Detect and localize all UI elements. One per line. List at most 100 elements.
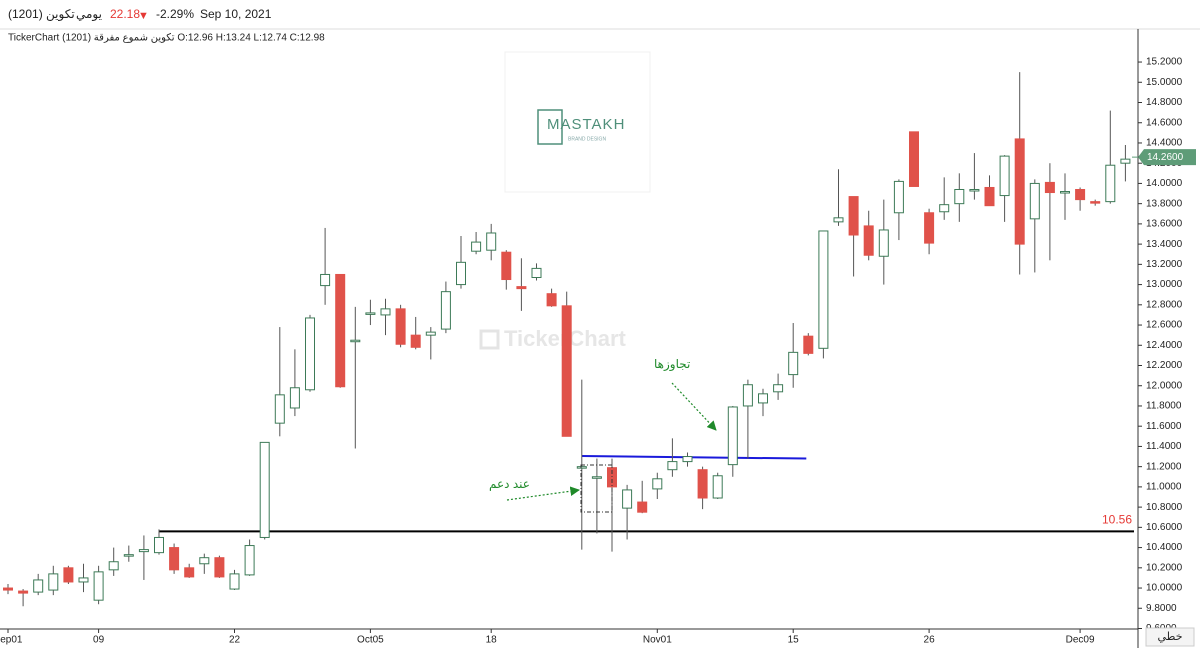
candle-body (259, 441, 270, 538)
y-tick-label: 10.2000 (1146, 562, 1183, 573)
chart-style-label[interactable]: خطي (1158, 631, 1183, 643)
y-tick-label: 11.8000 (1146, 401, 1182, 412)
candle-body (1090, 201, 1101, 204)
x-tick-label: Oct05 (357, 635, 384, 646)
y-tick-label: 13.4000 (1146, 239, 1183, 250)
price: 22.18 (110, 7, 140, 21)
candle-body (667, 461, 678, 471)
candle-body (154, 536, 164, 554)
candle-body (1029, 182, 1040, 220)
candle-body (501, 251, 512, 281)
candle-body (320, 273, 331, 287)
candle-body (939, 204, 950, 213)
x-tick-label: 15 (788, 635, 800, 646)
date: Sep 10, 2021 (200, 7, 272, 21)
x-tick-label: Sep01 (0, 635, 23, 646)
y-tick-label: 12.2000 (1146, 360, 1183, 371)
candle-body (1120, 158, 1131, 164)
candle-body (138, 549, 149, 553)
header-bar (0, 0, 1200, 29)
candle-body (48, 573, 59, 591)
x-tick-label: 09 (93, 635, 105, 646)
highlight-box (580, 464, 613, 513)
y-tick-label: 14.4000 (1146, 138, 1183, 149)
candle-body (803, 335, 814, 354)
y-tick-label: 10.6000 (1146, 522, 1183, 533)
y-tick-label: 12.6000 (1146, 320, 1183, 331)
candle-body (848, 196, 859, 236)
candle-body (561, 305, 572, 437)
support-arrow (506, 486, 580, 501)
x-tick-label: Dec09 (1066, 635, 1095, 646)
y-tick-label: 15.0000 (1146, 77, 1183, 88)
candle-body (274, 394, 285, 424)
candle-body (350, 339, 361, 343)
candle-body (773, 384, 784, 393)
candle-body (758, 393, 768, 404)
candle-body (712, 475, 723, 499)
candle-body (999, 155, 1010, 197)
y-tick-label: 10.8000 (1146, 502, 1183, 513)
y-tick-label: 13.2000 (1146, 259, 1183, 270)
y-tick-label: 12.0000 (1146, 380, 1183, 391)
y-tick-label: 14.8000 (1146, 97, 1183, 108)
candle-body (229, 573, 240, 590)
resistance-line (581, 455, 807, 460)
y-tick-label: 15.2000 (1146, 57, 1183, 68)
candle-body (108, 561, 119, 571)
y-tick-label: 13.0000 (1146, 279, 1183, 290)
x-tick-label: 18 (486, 635, 498, 646)
candle-body (969, 188, 980, 192)
candle-body (878, 229, 889, 257)
candle-body (924, 212, 935, 244)
watermark-icon (479, 329, 500, 350)
ohlc-legend: TickerChart تكوين شموع مفرقة (1201) O:12… (8, 33, 325, 44)
y-tick-label: 13.8000 (1146, 198, 1183, 209)
y-tick-label: 12.8000 (1146, 299, 1183, 310)
candle-body (335, 273, 346, 388)
candle-body (471, 241, 482, 252)
break-arrow (671, 382, 717, 431)
candle-body (697, 469, 708, 499)
candle-body (652, 478, 663, 490)
y-tick-label: 10.4000 (1146, 542, 1183, 553)
candle-body (440, 291, 451, 330)
candle-body (410, 334, 421, 348)
candle-body (1060, 191, 1070, 194)
candle-body (78, 577, 89, 583)
y-tick-label: 12.4000 (1146, 340, 1183, 351)
candle-body (63, 567, 74, 583)
candle-body (305, 317, 315, 391)
candle-body (1105, 164, 1116, 203)
change: -2.29% (156, 7, 194, 21)
logo-box (504, 51, 651, 193)
candle-body (742, 384, 753, 407)
candle-body (984, 186, 995, 207)
candle-body (395, 308, 406, 345)
support-label: 10.56 (1102, 513, 1132, 527)
x-tick-label: Nov01 (643, 635, 672, 646)
y-tick-label: 11.6000 (1146, 421, 1182, 432)
y-tick-label: 11.2000 (1146, 461, 1182, 472)
symbol: (1201) تكوين (8, 7, 75, 22)
candle-body (169, 547, 180, 571)
chart-style-button[interactable] (1145, 627, 1195, 647)
candle-body (33, 579, 44, 593)
candle-body (833, 217, 844, 223)
candle-body (516, 286, 527, 290)
y-tick-label: 9.8000 (1146, 603, 1177, 614)
candle-body (531, 267, 542, 279)
logo-subtext: BRAND DESIGN (568, 136, 606, 142)
candle-body (425, 331, 436, 336)
candle-body (244, 545, 255, 576)
period: يومي (76, 7, 102, 22)
x-tick-label: 26 (924, 635, 936, 646)
candle-body (456, 261, 466, 286)
candle-body (622, 489, 633, 509)
candle-body (637, 501, 648, 513)
candle-body (954, 188, 965, 205)
candle-body (727, 406, 738, 466)
candle-body (93, 571, 104, 601)
